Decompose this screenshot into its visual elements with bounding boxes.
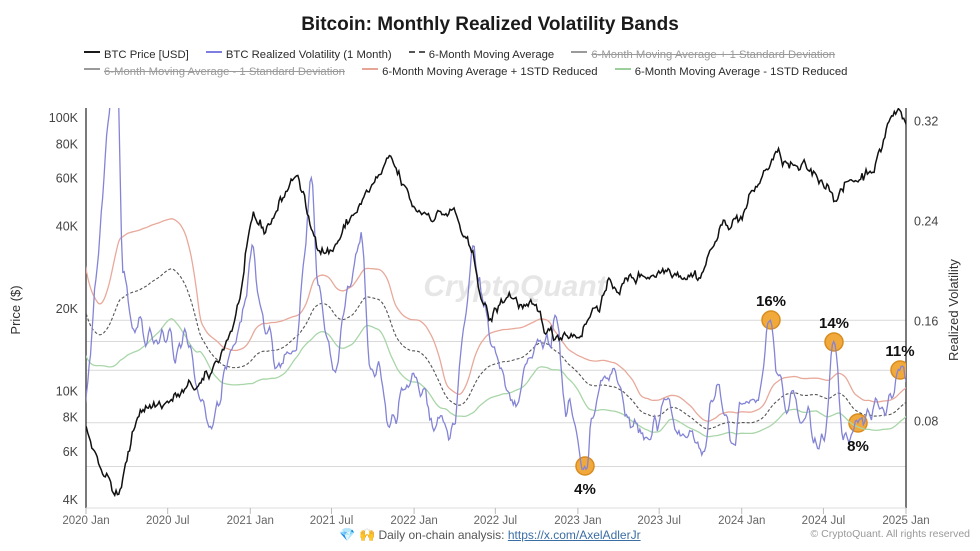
svg-text:2020 Jul: 2020 Jul [146, 515, 189, 527]
svg-text:8%: 8% [847, 438, 869, 455]
svg-text:20K: 20K [56, 302, 79, 316]
svg-text:2024 Jan: 2024 Jan [718, 515, 765, 527]
svg-text:10K: 10K [56, 384, 79, 398]
svg-text:2022 Jan: 2022 Jan [390, 515, 437, 527]
svg-text:60K: 60K [56, 172, 79, 186]
svg-text:Realized Volatility: Realized Volatility [946, 259, 961, 361]
svg-text:2022 Jul: 2022 Jul [474, 515, 517, 527]
svg-text:0.32: 0.32 [914, 115, 938, 129]
svg-text:4K: 4K [63, 493, 79, 507]
svg-text:6K: 6K [63, 445, 79, 459]
svg-text:80K: 80K [56, 137, 79, 151]
svg-text:14%: 14% [819, 315, 849, 332]
svg-text:0.16: 0.16 [914, 315, 938, 329]
svg-text:2021 Jan: 2021 Jan [227, 515, 274, 527]
svg-text:2024 Jul: 2024 Jul [802, 515, 845, 527]
svg-text:40K: 40K [56, 220, 79, 234]
svg-text:0.08: 0.08 [914, 415, 938, 429]
svg-text:11%: 11% [885, 343, 914, 360]
svg-text:2021 Jul: 2021 Jul [310, 515, 353, 527]
svg-text:Price ($): Price ($) [8, 285, 23, 334]
svg-text:2025 Jan: 2025 Jan [882, 515, 929, 527]
svg-text:4%: 4% [574, 481, 596, 498]
svg-text:2023 Jul: 2023 Jul [637, 515, 680, 527]
svg-text:16%: 16% [756, 293, 786, 310]
svg-text:8K: 8K [63, 411, 79, 425]
svg-text:100K: 100K [49, 111, 79, 125]
svg-text:2023 Jan: 2023 Jan [554, 515, 601, 527]
svg-text:2020 Jan: 2020 Jan [62, 515, 109, 527]
svg-text:0.24: 0.24 [914, 215, 938, 229]
